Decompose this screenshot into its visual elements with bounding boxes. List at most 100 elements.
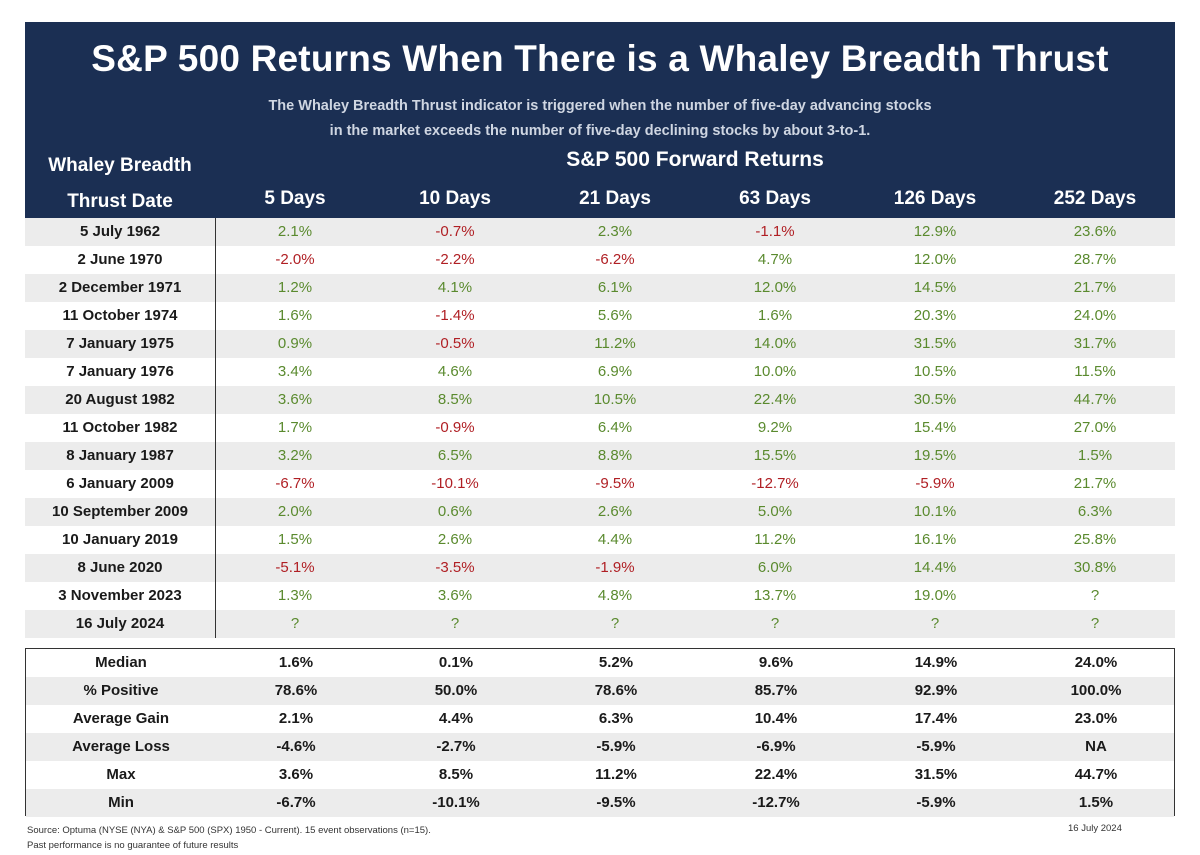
subtitle-line-1: The Whaley Breadth Thrust indicator is t… [268, 98, 932, 114]
return-cell: 2.6% [437, 531, 473, 548]
return-cell: -12.7% [751, 475, 799, 492]
return-cell: ? [1090, 587, 1100, 604]
stat-value: -4.6% [276, 738, 316, 755]
return-cell: 8.5% [437, 391, 473, 408]
return-cell: -10.1% [431, 475, 479, 492]
return-cell: 31.7% [1073, 335, 1117, 352]
stat-value: 44.7% [1074, 766, 1118, 783]
return-cell: 22.4% [753, 391, 797, 408]
return-cell: 1.6% [757, 307, 793, 324]
return-cell: -1.4% [435, 307, 475, 324]
date-header-line-1: Whaley Breadth [48, 155, 192, 176]
table-row: 11 October 1974 1.6% -1.4% 5.6% 1.6% 20.3% 24.… [25, 302, 1175, 330]
return-cell: 15.4% [913, 419, 957, 436]
stat-value: -9.5% [596, 794, 636, 811]
return-cell: 10.1% [913, 503, 957, 520]
stat-value: 2.1% [278, 710, 314, 727]
return-cell: 1.6% [277, 307, 313, 324]
stat-value: 4.4% [438, 710, 474, 727]
table-row: 20 August 1982 3.6% 8.5% 10.5% 22.4% 30.5% 44.… [25, 386, 1175, 414]
return-cell: 1.5% [1077, 447, 1113, 464]
table-row: 3 November 2023 1.3% 3.6% 4.8% 13.7% 19.0%? [25, 582, 1175, 610]
table-row: 16 July 2024?????? [25, 610, 1175, 638]
return-cell: 6.3% [1077, 503, 1113, 520]
return-cell: 1.7% [277, 419, 313, 436]
return-cell: -5.9% [915, 475, 955, 492]
column-header: 10 Days [419, 188, 491, 209]
return-cell: 1.5% [277, 531, 313, 548]
return-cell: 4.1% [437, 279, 473, 296]
stat-value: 9.6% [758, 654, 794, 671]
return-cell: 3.4% [277, 363, 313, 380]
return-cell: 8.8% [597, 447, 633, 464]
return-cell: 14.0% [753, 335, 797, 352]
return-cell: 3.2% [277, 447, 313, 464]
stat-value: 23.0% [1074, 710, 1118, 727]
source-line-2: Past performance is no guarantee of futu… [27, 840, 239, 851]
row-date: 2 June 1970 [77, 251, 163, 268]
return-cell: 10.5% [913, 363, 957, 380]
date-column-header: Whaley Breadth Thrust Date [25, 148, 215, 220]
summary-stats: Median 1.6% 0.1% 5.2% 9.6% 14.9% 24.0% % Positi… [25, 648, 1175, 817]
stat-value: 3.6% [278, 766, 314, 783]
return-cell: 14.5% [913, 279, 957, 296]
stat-value: 8.5% [438, 766, 474, 783]
stat-value: 0.1% [438, 654, 474, 671]
source-note: Source: Optuma (NYSE (NYA) & S&P 500 (SP… [27, 823, 431, 853]
return-cell: 23.6% [1073, 223, 1117, 240]
return-cell: 12.0% [753, 279, 797, 296]
stat-label: % Positive [83, 682, 159, 699]
stat-value: 14.9% [914, 654, 958, 671]
return-cell: 3.6% [437, 587, 473, 604]
stat-value: -6.9% [756, 738, 796, 755]
table-row: 6 January 2009 -6.7% -10.1% -9.5% -12.7% -5.9… [25, 470, 1175, 498]
return-cell: 2.0% [277, 503, 313, 520]
return-cell: ? [290, 615, 300, 632]
return-cell: 10.0% [753, 363, 797, 380]
stat-label: Average Gain [72, 710, 170, 727]
return-cell: -6.2% [595, 251, 635, 268]
table-row: 7 January 1976 3.4% 4.6% 6.9% 10.0% 10.5% 11.5… [25, 358, 1175, 386]
stat-value: 10.4% [754, 710, 798, 727]
return-cell: 24.0% [1073, 307, 1117, 324]
return-cell: 19.0% [913, 587, 957, 604]
row-date: 11 October 1974 [62, 307, 178, 324]
return-cell: 6.5% [437, 447, 473, 464]
row-date: 8 June 2020 [77, 559, 163, 576]
return-cell: -9.5% [595, 475, 635, 492]
return-cell: 4.8% [597, 587, 633, 604]
return-cell: 27.0% [1073, 419, 1117, 436]
row-date: 8 January 1987 [66, 447, 174, 464]
return-cell: 4.4% [597, 531, 633, 548]
row-date: 10 September 2009 [52, 503, 188, 520]
page-title: S&P 500 Returns When There is a Whaley B… [91, 38, 1109, 79]
row-date: 5 July 1962 [79, 223, 161, 240]
stat-row: Max 3.6% 8.5% 11.2% 22.4% 31.5% 44.7% [26, 761, 1174, 789]
stat-value: -5.9% [916, 738, 956, 755]
return-cell: 9.2% [757, 419, 793, 436]
return-cell: 11.5% [1074, 363, 1116, 380]
table-row: 11 October 1982 1.7% -0.9% 6.4% 9.2% 15.4% 27.… [25, 414, 1175, 442]
return-cell: ? [1090, 615, 1100, 632]
stat-value: 31.5% [914, 766, 958, 783]
return-cell: -0.7% [435, 223, 475, 240]
stat-value: 78.6% [594, 682, 638, 699]
return-cell: 5.0% [757, 503, 793, 520]
stat-value: 22.4% [754, 766, 798, 783]
return-cell: 1.3% [277, 587, 313, 604]
return-cell: 30.5% [913, 391, 957, 408]
stat-value: NA [1085, 738, 1107, 755]
return-cell: 3.6% [277, 391, 313, 408]
table-row: 2 June 1970 -2.0% -2.2% -6.2% 4.7% 12.0% 28.7% [25, 246, 1175, 274]
return-cell: 2.6% [597, 503, 633, 520]
row-date: 11 October 1982 [62, 419, 178, 436]
subtitle: The Whaley Breadth Thrust indicator is t… [25, 94, 1175, 144]
forward-returns-header: S&P 500 Forward Returns [566, 148, 824, 171]
return-cell: 0.9% [277, 335, 313, 352]
return-cell: -2.2% [435, 251, 475, 268]
return-cell: 11.2% [754, 531, 796, 548]
column-header: 252 Days [1053, 188, 1137, 209]
stat-value: 92.9% [914, 682, 958, 699]
row-date: 7 January 1976 [66, 363, 174, 380]
stat-value: 78.6% [274, 682, 318, 699]
